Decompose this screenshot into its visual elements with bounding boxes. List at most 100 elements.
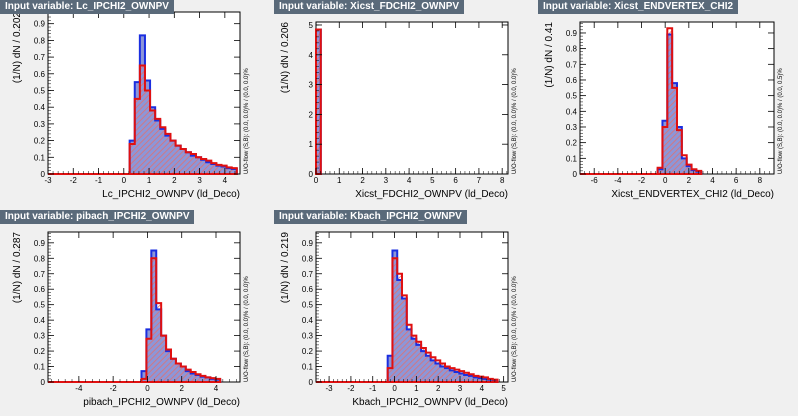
- y-tick-label: 0.7: [566, 60, 578, 69]
- x-tick-label: 2: [172, 176, 177, 185]
- x-tick-label: 6: [453, 176, 458, 185]
- panel-pibach-ipchi2: -4 -2 0 2 4 0 0.1 0.2 0.3 0.4 0.5 0.6 0.7 0.8 0.9 pibac…: [0, 210, 270, 416]
- x-tick-label: 4: [407, 176, 412, 185]
- background-hatch: [48, 65, 237, 174]
- y-tick-label: 0: [309, 170, 314, 179]
- y-tick-label: 0.2: [566, 139, 578, 148]
- background-series: [316, 257, 499, 383]
- y-tick-label: 0.5: [566, 92, 578, 101]
- y-tick-label: 0.5: [34, 301, 46, 310]
- x-tick-label: 3: [197, 176, 202, 185]
- background-series: [580, 27, 703, 175]
- x-tick-label: 7: [477, 176, 482, 185]
- x-tick-label: 0: [122, 176, 127, 185]
- y-tick-label: 0.8: [566, 45, 578, 54]
- x-tick-label: -4: [614, 176, 622, 185]
- y-axis-label: (1/N) dN / 0.287: [12, 232, 23, 304]
- y-axis-label: (1/N) dN / 0.202: [12, 12, 23, 84]
- y-tick-label: 0.4: [566, 107, 578, 116]
- y-tick-label: 0.1: [34, 363, 46, 372]
- y-tick-label: 0.1: [34, 153, 46, 162]
- y-tick-label: 0.3: [302, 332, 314, 341]
- y-tick-label: 0.8: [302, 254, 314, 263]
- background-hatch: [580, 28, 702, 175]
- x-tick-label: 4: [480, 384, 485, 393]
- histogram-xicst-fdchi2: 0 1 2 3 4 5 6 7 8 0 1 2 3 4 5 Xicst_FDCHI2_OWNPV (ld_De…: [280, 21, 518, 200]
- panel-xicst-fdchi2: 0 1 2 3 4 5 6 7 8 0 1 2 3 4 5 Xicst_FDCHI2_OWNPV (ld_De…: [274, 0, 540, 208]
- x-tick-label: 5: [501, 384, 506, 393]
- x-tick-label: -1: [95, 176, 103, 185]
- background-series: [48, 257, 222, 383]
- y-tick-label: 0.6: [566, 76, 578, 85]
- x-tick-label: 2: [436, 384, 441, 393]
- plot-frame: [315, 21, 509, 175]
- x-tick-label: 0: [145, 384, 150, 393]
- y-tick-label: 0.9: [302, 239, 314, 248]
- uoflow-label: U/O-flow (S,B): (0.0, 0.0)% / (0.0, 0.0)…: [512, 276, 518, 382]
- y-tick-label: 0.7: [34, 270, 46, 279]
- x-tick-label: -2: [638, 176, 646, 185]
- x-axis-label: Xicst_FDCHI2_OWNPV (ld_Deco): [355, 189, 508, 200]
- x-tick-label: 1: [414, 384, 419, 393]
- y-tick-label: 0: [309, 378, 314, 387]
- y-tick-label: 0.4: [34, 316, 46, 325]
- histogram-pibach-ipchi2: -4 -2 0 2 4 0 0.1 0.2 0.3 0.4 0.5 0.6 0.7 0.8 0.9 pibac…: [12, 231, 250, 408]
- y-tick-label: 0.6: [34, 70, 46, 79]
- x-tick-label: 3: [384, 176, 389, 185]
- panel-xicst-endvertex: -6 -4 -2 0 2 4 6 8 0 0.1 0.2 0.3 0.4 0.5 0.6 0.7 0.8 0.9 X…: [538, 0, 798, 208]
- x-tick-label: 0: [392, 384, 397, 393]
- y-tick-label: 0.9: [34, 20, 46, 29]
- x-tick-label: 1: [337, 176, 342, 185]
- panel-kbach-ipchi2: -3 -2 -1 0 1 2 3 4 5 0 0.1 0.2 0.3 0.4 0.5 0.6 0.7 0.8 0.9…: [274, 210, 540, 416]
- y-tick-label: 0.3: [566, 123, 578, 132]
- y-tick-label: 0.2: [34, 347, 46, 356]
- histogram-xicst-endvertex: -6 -4 -2 0 2 4 6 8 0 0.1 0.2 0.3 0.4 0.5 0.6 0.7 0.8 0.9 X…: [544, 21, 784, 200]
- y-tick-label: 0.8: [34, 36, 46, 45]
- y-tick-label: 0.5: [302, 301, 314, 310]
- y-tick-label: 0: [41, 378, 46, 387]
- x-tick-label: -1: [369, 384, 377, 393]
- x-tick-label: 2: [687, 176, 692, 185]
- x-tick-label: 4: [710, 176, 715, 185]
- x-tick-label: 0: [663, 176, 668, 185]
- x-tick-label: 0: [314, 176, 319, 185]
- x-tick-label: -4: [75, 384, 83, 393]
- x-axis-label: pibach_IPCHI2_OWNPV (ld_Deco): [83, 397, 240, 408]
- x-tick-label: 4: [214, 384, 219, 393]
- y-tick-label: 0.7: [34, 53, 46, 62]
- y-tick-label: 0.9: [34, 239, 46, 248]
- x-tick-label: -2: [70, 176, 78, 185]
- x-tick-label: 2: [360, 176, 365, 185]
- x-tick-label: -6: [591, 176, 599, 185]
- x-tick-label: 1: [147, 176, 152, 185]
- histogram-kbach-ipchi2: -3 -2 -1 0 1 2 3 4 5 0 0.1 0.2 0.3 0.4 0.5 0.6 0.7 0.8 0.9…: [280, 231, 518, 408]
- y-tick-label: 0.5: [34, 86, 46, 95]
- histogram-lc-ipchi2: -3 -2 -1 0 1 2 3 4 0 0.1 0.2 0.3 0.4 0.5 0.6 0.7 0.8 0.9 L…: [12, 11, 250, 200]
- y-tick-label: 0.1: [566, 154, 578, 163]
- y-tick-label: 0.4: [302, 316, 314, 325]
- y-tick-label: 0: [41, 170, 46, 179]
- y-tick-label: 0.2: [302, 347, 314, 356]
- x-tick-label: 3: [458, 384, 463, 393]
- x-tick-label: 4: [223, 176, 228, 185]
- panel-title: Input variable: Xicst_ENDVERTEX_CHI2: [538, 0, 739, 14]
- x-tick-label: 5: [430, 176, 435, 185]
- x-axis-label: Kbach_IPCHI2_OWNPV (ld_Deco): [352, 397, 508, 408]
- x-tick-label: 6: [734, 176, 739, 185]
- uoflow-label: U/O-flow (S,B): (0.0, 0.0)% / (0.0, 0.0)…: [244, 276, 250, 382]
- y-tick-label: 0: [573, 170, 578, 179]
- y-tick-label: 0.6: [34, 285, 46, 294]
- y-tick-label: 0.3: [34, 332, 46, 341]
- x-tick-label: -2: [347, 384, 355, 393]
- y-tick-label: 0.9: [566, 29, 578, 38]
- panel-title: Input variable: Kbach_IPCHI2_OWNPV: [274, 210, 467, 224]
- y-tick-label: 0.1: [302, 363, 314, 372]
- x-axis-label: Xicst_ENDVERTEX_CHI2 (ld_Deco): [611, 189, 774, 200]
- x-axis-label: Lc_IPCHI2_OWNPV (ld_Deco): [102, 189, 240, 200]
- x-tick-label: 2: [179, 384, 184, 393]
- y-axis-label: (1/N) dN / 0.219: [280, 232, 291, 304]
- uoflow-label: U/O-flow (S,B): (0.0, 0.0)% / (0.0, 0.0)…: [244, 68, 250, 174]
- x-tick-label: -2: [110, 384, 118, 393]
- background-series: [48, 64, 238, 175]
- y-tick-label: 0.7: [302, 270, 314, 279]
